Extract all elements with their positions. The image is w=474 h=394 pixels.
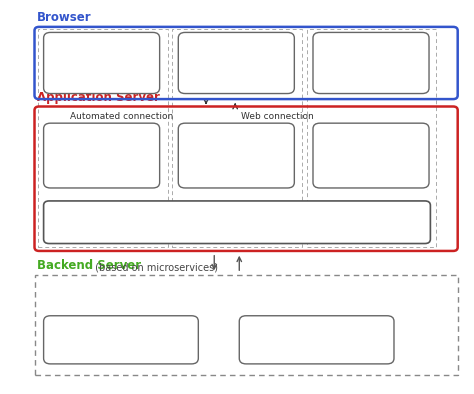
FancyBboxPatch shape <box>239 316 394 364</box>
FancyBboxPatch shape <box>178 32 294 93</box>
Bar <box>38 29 168 247</box>
Text: Application Server: Application Server <box>37 91 160 104</box>
Bar <box>173 29 302 247</box>
Text: Web Components: Web Components <box>50 58 153 68</box>
Text: Automated connection: Automated connection <box>70 112 173 121</box>
FancyBboxPatch shape <box>178 123 294 188</box>
Text: Theme: Theme <box>352 49 390 59</box>
Text: (based on microservices): (based on microservices) <box>92 262 219 272</box>
Text: Persistence: Persistence <box>280 335 353 345</box>
Text: Components: Components <box>66 139 137 150</box>
Text: (built-in or custom): (built-in or custom) <box>60 164 143 173</box>
Text: (optional lay out with
HTML): (optional lay out with HTML) <box>191 158 282 178</box>
FancyBboxPatch shape <box>44 32 160 93</box>
FancyBboxPatch shape <box>44 123 160 188</box>
FancyBboxPatch shape <box>313 123 429 188</box>
Text: User Interface Code: User Interface Code <box>171 216 303 229</box>
Text: (built on CSS): (built on CSS) <box>341 164 401 173</box>
Bar <box>307 29 436 247</box>
Text: HTML Templates: HTML Templates <box>190 49 283 59</box>
FancyBboxPatch shape <box>313 32 429 93</box>
Text: Browser: Browser <box>37 11 91 24</box>
Text: Web connection: Web connection <box>241 112 313 121</box>
FancyBboxPatch shape <box>44 316 198 364</box>
Text: Business Logic: Business Logic <box>75 335 167 345</box>
Text: Backend Server: Backend Server <box>37 259 141 272</box>
Bar <box>35 275 458 375</box>
FancyBboxPatch shape <box>44 201 430 243</box>
Text: HTML Templates: HTML Templates <box>190 139 283 150</box>
Text: (built on CSS): (built on CSS) <box>341 71 401 80</box>
Text: Theme: Theme <box>352 139 390 150</box>
Text: (optional lay out with
HTML): (optional lay out with HTML) <box>191 66 282 86</box>
